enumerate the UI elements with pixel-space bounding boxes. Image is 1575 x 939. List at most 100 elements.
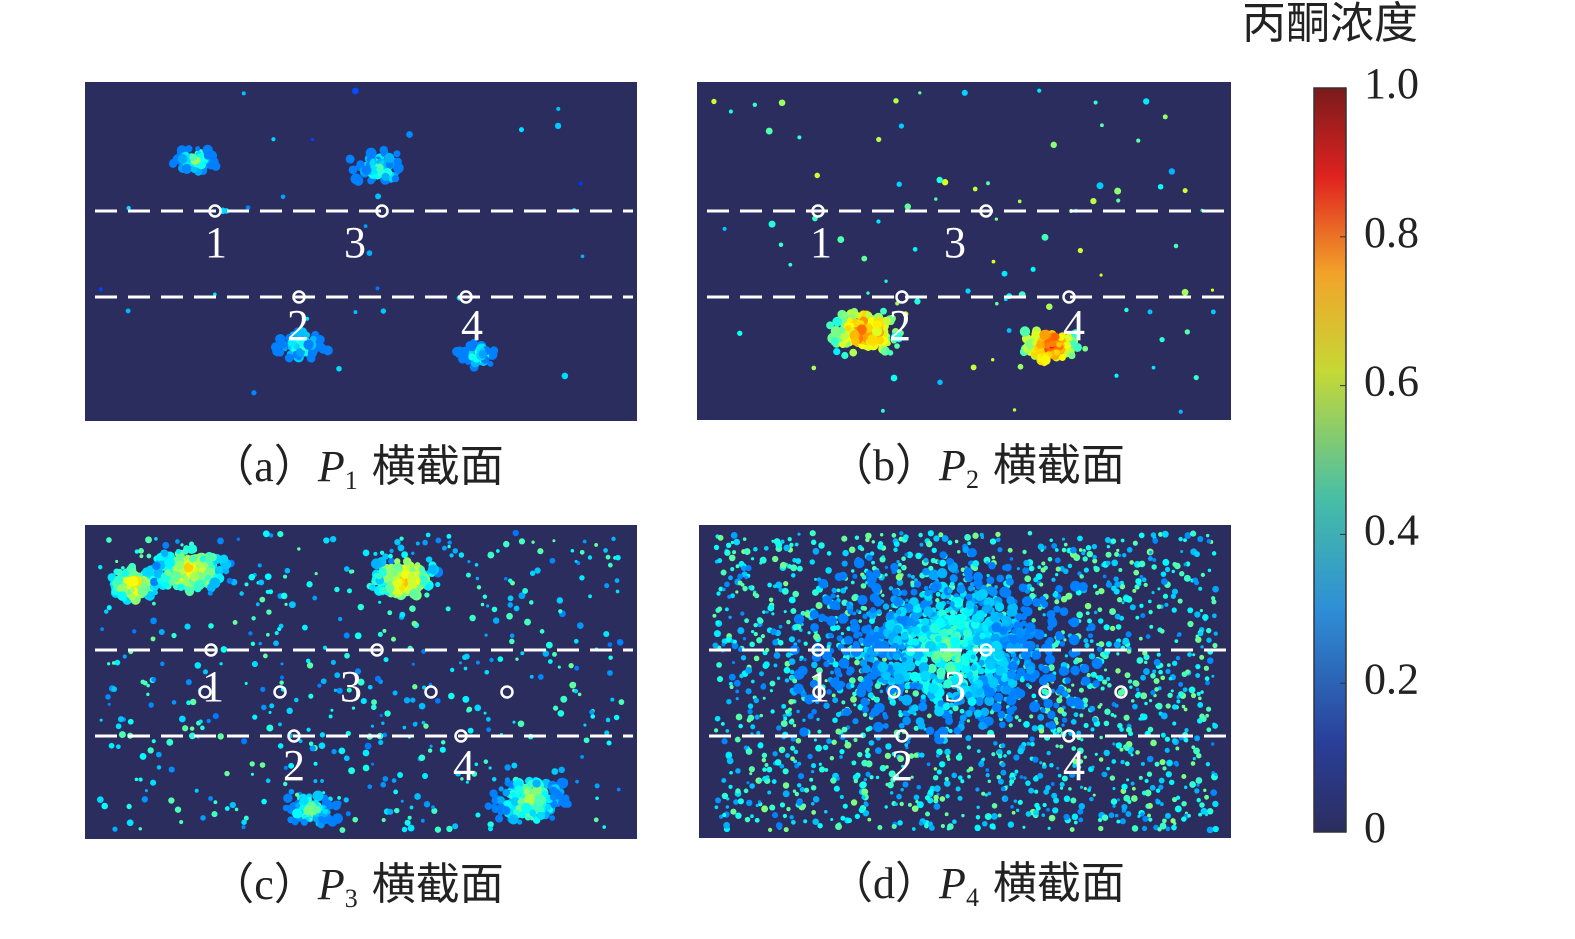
speckle — [730, 532, 738, 539]
speckle — [1018, 718, 1022, 723]
speckle — [807, 753, 813, 760]
speckle — [557, 665, 561, 669]
speckle — [354, 632, 362, 640]
speckle — [1189, 781, 1196, 788]
speckle — [418, 702, 426, 710]
caption-part: 1 — [345, 466, 358, 495]
speckle — [725, 542, 732, 548]
speckle — [1181, 288, 1189, 296]
plume — [408, 588, 420, 599]
speckle — [752, 102, 758, 107]
speckle — [932, 774, 939, 781]
point-label: 2 — [889, 301, 911, 350]
speckle — [975, 787, 980, 792]
speckle — [812, 796, 820, 803]
speckle — [1194, 735, 1201, 742]
speckle — [772, 555, 779, 563]
speckle — [859, 781, 867, 789]
speckle — [850, 799, 858, 806]
speckle — [1096, 182, 1104, 190]
speckle — [268, 533, 274, 538]
plume — [189, 571, 200, 582]
speckle — [717, 606, 723, 612]
speckle — [613, 714, 620, 721]
speckle — [750, 557, 755, 561]
speckle — [1196, 691, 1201, 696]
speckle — [241, 738, 248, 745]
plume — [335, 800, 342, 807]
plume — [381, 172, 390, 181]
speckle — [1041, 813, 1046, 817]
speckle — [937, 379, 943, 386]
speckle — [1147, 599, 1152, 604]
speckle — [483, 759, 489, 764]
plume — [312, 790, 324, 802]
speckle — [1165, 668, 1171, 674]
speckle — [363, 224, 368, 229]
plume — [350, 173, 362, 185]
speckle — [831, 587, 837, 594]
speckle — [1023, 559, 1030, 567]
plume — [185, 145, 193, 153]
speckle — [474, 704, 482, 712]
speckle — [1174, 805, 1182, 813]
probe-point — [459, 290, 473, 304]
speckle — [952, 819, 957, 825]
plume — [1043, 698, 1053, 709]
speckle — [147, 747, 154, 754]
speckle — [1052, 592, 1059, 598]
speckle — [1115, 742, 1123, 749]
speckle — [330, 659, 336, 665]
speckle — [134, 777, 139, 782]
speckle — [1015, 808, 1020, 813]
speckle — [1151, 591, 1155, 595]
plume — [923, 606, 934, 617]
speckle — [742, 585, 748, 592]
speckle — [1114, 813, 1119, 818]
plume — [379, 586, 388, 595]
speckle — [1029, 587, 1035, 592]
speckle — [1162, 558, 1170, 566]
plume — [1036, 341, 1044, 349]
speckle — [1116, 597, 1123, 603]
plume — [489, 789, 498, 798]
plume — [508, 814, 519, 825]
speckle — [924, 823, 929, 829]
speckle — [976, 805, 980, 809]
speckle — [1199, 609, 1203, 613]
speckle — [524, 618, 531, 626]
plume — [904, 684, 911, 690]
plume — [1051, 332, 1060, 342]
speckle — [312, 595, 318, 601]
speckle — [1168, 676, 1173, 681]
speckle — [411, 551, 415, 555]
plume — [894, 343, 900, 349]
speckle — [721, 777, 727, 784]
speckle — [465, 572, 471, 578]
plume — [849, 622, 861, 633]
speckle — [1040, 567, 1046, 573]
speckle — [1099, 273, 1103, 277]
speckle — [1206, 539, 1212, 544]
speckle — [765, 127, 773, 135]
speckle — [1095, 590, 1100, 596]
speckle — [512, 529, 519, 537]
speckle — [1031, 725, 1038, 732]
plume — [484, 802, 492, 810]
speckle — [809, 559, 816, 565]
speckle — [1148, 699, 1153, 703]
speckle — [858, 619, 863, 623]
speckle — [1014, 715, 1019, 720]
speckle — [139, 554, 144, 559]
speckle — [605, 554, 611, 560]
speckle — [1162, 818, 1167, 824]
speckle — [1022, 549, 1027, 555]
speckle — [323, 537, 330, 544]
speckle — [982, 820, 988, 827]
plume — [127, 567, 134, 574]
speckle — [781, 587, 789, 595]
speckle — [1152, 537, 1159, 544]
speckle — [422, 685, 427, 690]
speckle — [746, 781, 750, 785]
speckle — [569, 681, 577, 689]
